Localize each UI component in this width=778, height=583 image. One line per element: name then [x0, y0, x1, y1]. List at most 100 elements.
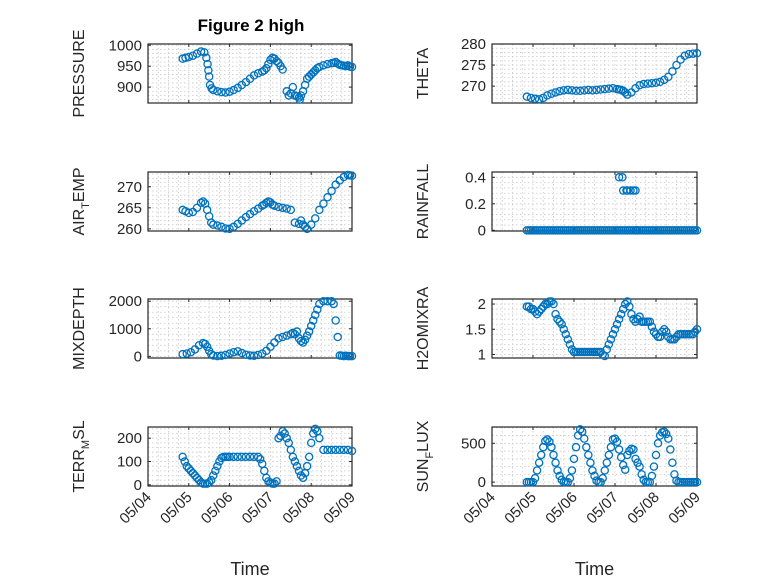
- data-point: [315, 205, 324, 215]
- data-point: [221, 88, 230, 97]
- data-point: [547, 297, 556, 306]
- data-point: [203, 59, 212, 69]
- data-point: [198, 197, 208, 206]
- data-point: [545, 437, 554, 446]
- subplot-2: 270 275 280 THETA: [415, 36, 702, 104]
- data-point: [662, 327, 671, 337]
- data-point: [221, 224, 230, 233]
- data-point: [534, 307, 544, 316]
- data-point: [688, 330, 698, 339]
- data-point: [692, 325, 702, 334]
- data-point: [541, 436, 550, 446]
- data-point: [270, 479, 279, 488]
- data-point: [274, 433, 283, 443]
- data-point: [288, 82, 298, 92]
- data-point: [602, 458, 612, 467]
- data-point: [551, 88, 560, 97]
- data-point: [606, 335, 616, 344]
- data-point: [284, 91, 294, 100]
- data-point: [555, 317, 564, 326]
- data-point: [178, 349, 187, 359]
- data-point: [600, 84, 610, 94]
- data-point: [304, 452, 314, 462]
- data-point: [290, 457, 300, 466]
- data-point: [612, 319, 622, 329]
- data-point: [575, 86, 585, 96]
- data-point: [575, 425, 585, 434]
- x-tick-label: 05/07: [583, 489, 622, 528]
- data-point: [627, 309, 636, 319]
- data-point: [655, 332, 665, 342]
- data-point: [532, 466, 542, 475]
- y-tick-label: 275: [461, 57, 486, 74]
- data-point: [672, 476, 681, 485]
- data-point: [534, 458, 544, 467]
- data-series: [178, 170, 357, 234]
- data-point: [569, 454, 579, 464]
- x-axis-label: Time: [230, 559, 269, 579]
- data-point: [690, 327, 700, 337]
- data-point: [308, 429, 318, 438]
- data-point: [592, 85, 601, 95]
- axes-frame: [491, 43, 698, 104]
- data-point: [647, 322, 657, 331]
- data-point: [327, 445, 336, 455]
- data-point: [602, 345, 612, 354]
- data-point: [547, 89, 556, 98]
- data-point: [347, 351, 357, 361]
- data-series: [522, 425, 702, 487]
- data-point: [274, 334, 283, 343]
- x-tick-label: 05/04: [116, 489, 155, 528]
- data-point: [547, 442, 556, 452]
- data-point: [571, 442, 581, 452]
- data-point: [610, 325, 620, 334]
- data-point: [209, 220, 218, 229]
- data-point: [543, 91, 552, 100]
- data-point: [532, 309, 542, 319]
- data-point: [680, 51, 689, 61]
- data-point: [211, 466, 220, 476]
- data-point: [270, 201, 279, 210]
- data-point: [649, 462, 659, 471]
- subplot-8: 05/04 05/05 05/06 05/07 05/08 05/09 0 500 SUNFLU…: [415, 420, 704, 579]
- data-point: [298, 473, 308, 483]
- y-axis-label: SUNFLUX: [415, 420, 436, 492]
- data-point: [618, 460, 628, 470]
- data-point: [202, 342, 212, 351]
- data-point: [551, 458, 560, 467]
- data-point: [245, 351, 255, 360]
- data-point: [549, 299, 558, 309]
- data-point: [632, 226, 641, 235]
- data-point: [582, 442, 591, 452]
- data-point: [347, 446, 357, 456]
- data-point: [588, 86, 597, 95]
- data-point: [278, 65, 287, 74]
- y-tick-label: 900: [117, 79, 142, 96]
- data-point: [339, 445, 349, 455]
- data-point: [272, 477, 281, 486]
- data-point: [217, 87, 226, 97]
- data-point: [262, 198, 271, 208]
- data-point: [580, 86, 589, 95]
- x-tick-label: 05/04: [460, 489, 499, 528]
- data-series: [178, 424, 357, 488]
- data-point: [563, 335, 573, 344]
- data-point: [635, 462, 644, 471]
- data-point: [182, 349, 192, 358]
- data-point: [536, 304, 546, 314]
- data-point: [200, 48, 209, 57]
- data-point: [339, 172, 349, 182]
- data-point: [536, 450, 546, 460]
- data-point: [282, 204, 291, 213]
- data-point: [196, 198, 206, 208]
- x-tick-label: 05/05: [157, 489, 196, 528]
- data-point: [253, 452, 263, 462]
- data-point: [315, 62, 324, 72]
- data-point: [245, 452, 255, 462]
- data-point: [668, 67, 677, 76]
- data-point: [202, 53, 211, 63]
- data-point: [319, 199, 328, 208]
- data-point: [274, 202, 283, 212]
- data-point: [343, 445, 353, 455]
